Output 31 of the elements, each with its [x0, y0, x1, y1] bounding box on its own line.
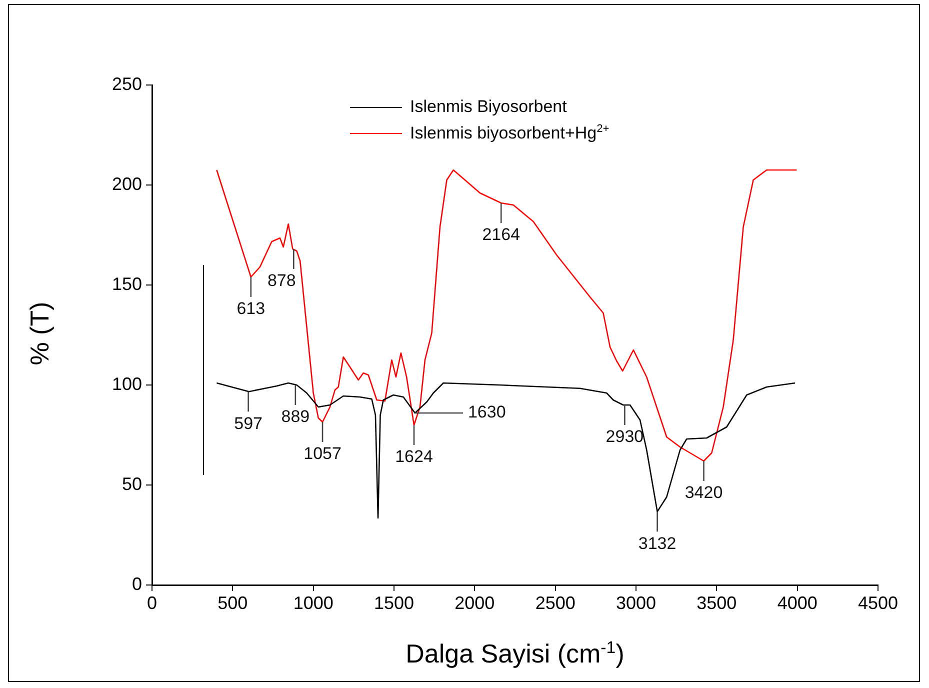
annotation: 613	[236, 299, 266, 318]
x-tick-label: 3000	[616, 592, 656, 613]
y-tick-label: 150	[112, 274, 142, 294]
x-axis-title: Dalga Sayisi (cm$^{-1}$)	[404, 638, 626, 670]
y-tick-label: 50	[122, 474, 142, 494]
x-tick-label: 2000	[454, 592, 495, 613]
x-tick-label: 3500	[696, 592, 737, 613]
x-tick-label: 4000	[777, 592, 818, 613]
x-tick-label: 1000	[293, 592, 334, 613]
x-tick-label: 0	[146, 592, 158, 613]
annotation: 1624	[395, 447, 433, 466]
y-tick-label: 200	[112, 174, 142, 194]
annotation: 3132	[638, 534, 676, 553]
x-tick-label: 1500	[374, 592, 414, 613]
y-tick-label: 0	[132, 574, 142, 594]
x-tick-label: 2500	[535, 592, 576, 613]
y-tick-label: 250	[112, 74, 142, 94]
annotation: 1057	[304, 444, 342, 464]
legend-label: Islenmis Biyosorbent	[410, 97, 567, 117]
x-tick-label: 500	[218, 592, 248, 613]
legend-label: Islenmis biyosorbent+Hg$^{2+}$	[410, 122, 610, 144]
x-tick-label: 4500	[858, 592, 898, 613]
y-tick-label: 100	[112, 374, 142, 394]
annotation: 1630	[468, 402, 506, 422]
annotation: 597	[234, 414, 263, 433]
annotation: 889	[281, 407, 310, 426]
annotation: 2164	[482, 225, 520, 244]
y-axis-title: % (T)	[24, 300, 56, 368]
annotation: 2930	[606, 427, 644, 446]
annotation: 878	[267, 271, 296, 290]
annotation: 3420	[684, 483, 723, 502]
